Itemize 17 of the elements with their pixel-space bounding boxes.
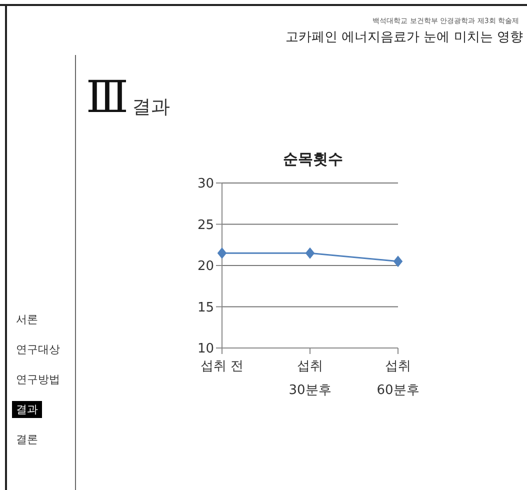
- x-tick-label: 섭취 전: [200, 359, 244, 374]
- text: 서론: [15, 312, 39, 328]
- text: 연구대상: [15, 342, 61, 358]
- x-tick-label: 섭취 30분후: [288, 359, 332, 398]
- text: 결론: [15, 432, 39, 448]
- chart-title: 순목횟수: [282, 150, 344, 169]
- y-tick-label: 25: [197, 218, 214, 233]
- text: 고카페인 에너지음료가 눈에 미치는 영향: [285, 29, 523, 46]
- text: 결과: [132, 95, 170, 120]
- text: 결과: [12, 401, 42, 418]
- text: 연구방법: [15, 372, 61, 388]
- y-tick-label: 15: [197, 300, 214, 316]
- y-tick-label: 30: [197, 176, 214, 192]
- text: Ⅲ: [86, 72, 128, 123]
- y-tick-label: 10: [197, 342, 214, 357]
- x-tick-label: 섭취 60분후: [376, 359, 420, 398]
- y-tick-label: 20: [197, 259, 214, 274]
